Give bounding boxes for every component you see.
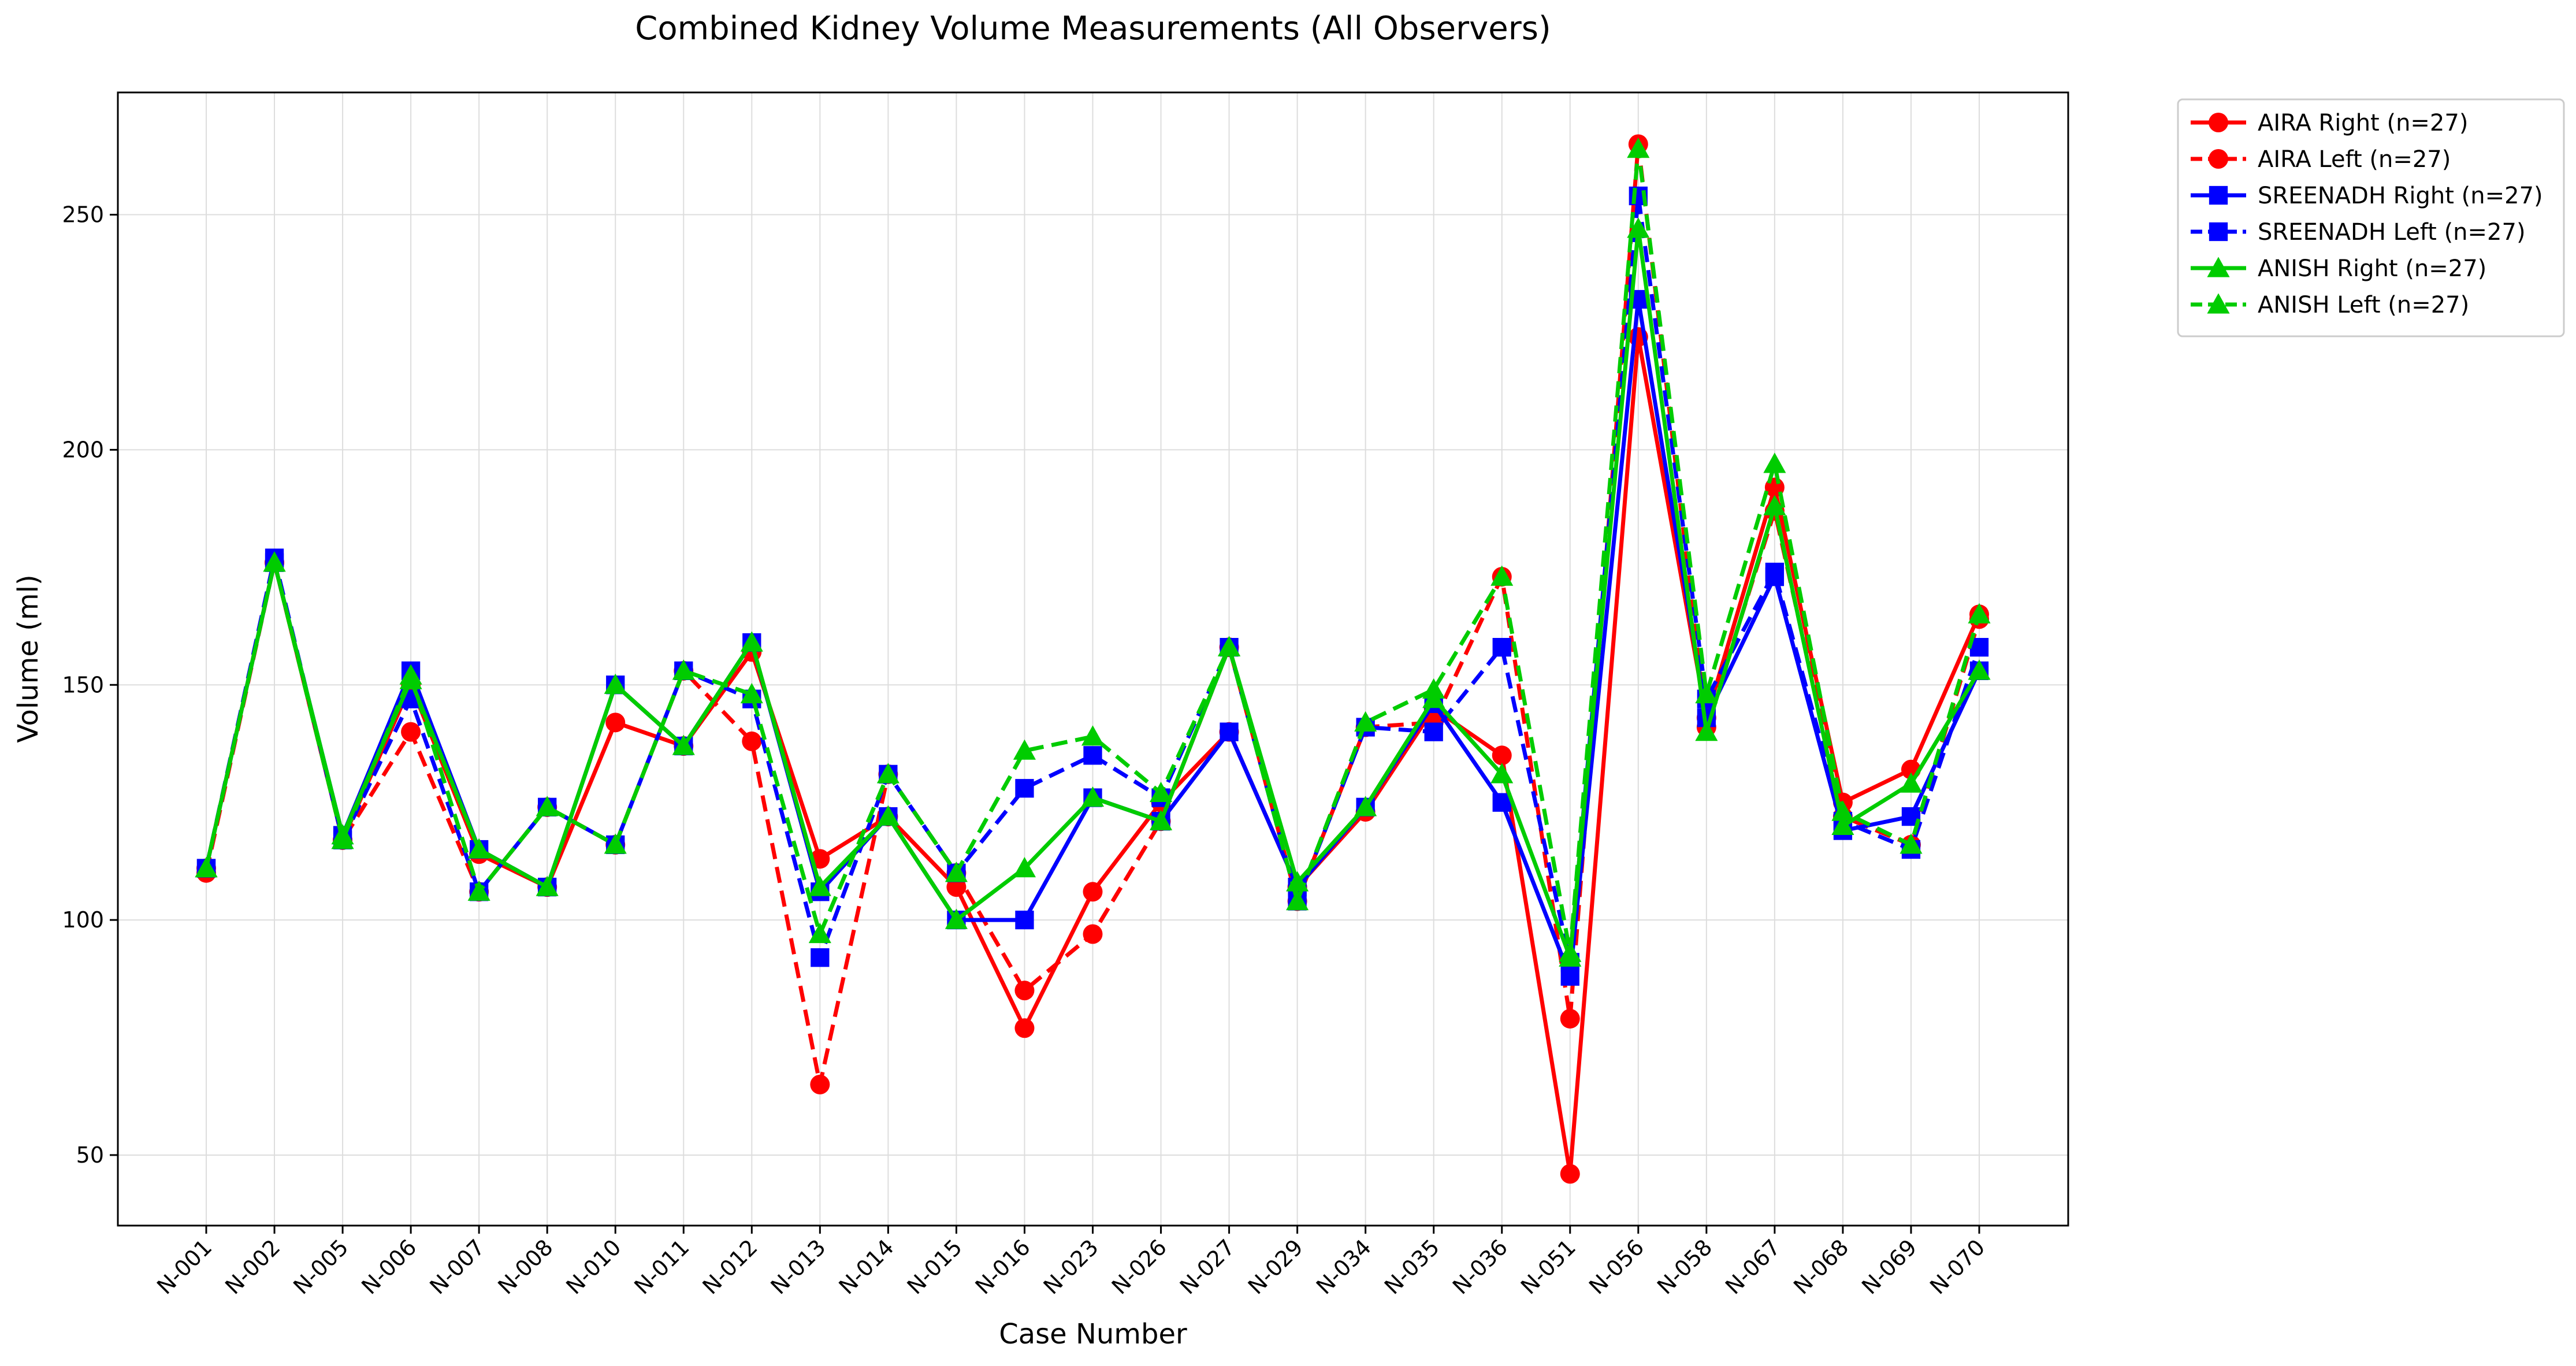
y-tick-label: 200 [62, 437, 104, 462]
data-point [401, 722, 421, 742]
data-point [1968, 603, 1991, 623]
legend-label: SREENADH Right (n=27) [2258, 183, 2543, 209]
data-point [876, 805, 899, 826]
data-point [195, 857, 218, 878]
data-point [331, 829, 354, 849]
data-point [1083, 746, 1102, 765]
data-point [1695, 721, 1718, 741]
y-tick-label: 50 [76, 1142, 104, 1168]
x-axis-label: Case Number [999, 1318, 1187, 1350]
data-point [2207, 293, 2230, 314]
y-tick-label: 250 [62, 202, 104, 228]
legend-entry: AIRA Left (n=27) [2191, 146, 2451, 173]
data-point [1424, 722, 1443, 741]
data-point [604, 673, 627, 694]
data-point [2209, 113, 2228, 132]
data-point [536, 875, 559, 896]
grid [118, 92, 2068, 1226]
data-point [399, 664, 422, 685]
data-point [672, 734, 695, 755]
data-point [1354, 711, 1377, 732]
data-point [1422, 678, 1445, 699]
legend-entry: SREENADH Right (n=27) [2191, 183, 2543, 209]
data-point [1560, 1008, 1580, 1029]
data-point [945, 908, 968, 929]
data-point [1490, 763, 1514, 784]
data-point [808, 922, 831, 944]
data-point [1014, 981, 1035, 1001]
data-point [604, 833, 627, 854]
data-point [1220, 722, 1239, 741]
legend-label: ANISH Right (n=27) [2258, 255, 2486, 282]
series-5 [195, 138, 1991, 962]
data-point [1081, 725, 1105, 746]
legend-label: AIRA Right (n=27) [2258, 110, 2468, 136]
data-point [2209, 149, 2228, 169]
legend-label: AIRA Left (n=27) [2258, 146, 2451, 173]
data-point [467, 838, 490, 859]
data-point [1081, 786, 1105, 807]
data-point [740, 631, 763, 652]
data-point [1015, 910, 1034, 930]
data-point [1083, 882, 1103, 902]
data-point [467, 880, 490, 901]
data-point [1831, 814, 1854, 836]
legend: AIRA Right (n=27) AIRA Left (n=27) SREENAD… [2177, 98, 2565, 337]
series-lines [195, 134, 1991, 1184]
data-point [1013, 857, 1036, 878]
legend-label: ANISH Left (n=27) [2258, 292, 2469, 318]
data-point [1492, 745, 1512, 766]
chart-title: Combined Kidney Volume Measurements (All… [635, 10, 1551, 47]
data-point [1968, 659, 1991, 680]
data-point [742, 731, 762, 751]
data-point [1627, 217, 1650, 238]
data-point [1900, 772, 1923, 793]
data-point [1218, 636, 1241, 656]
data-point [1149, 810, 1173, 830]
data-point [263, 551, 286, 572]
data-point [1763, 495, 1786, 515]
data-point [1492, 638, 1511, 657]
data-point [1149, 781, 1173, 803]
data-point [1627, 138, 1650, 158]
data-point [945, 862, 968, 882]
y-tick-label: 100 [62, 907, 104, 933]
series-line [204, 147, 1982, 955]
data-point [1765, 562, 1785, 582]
data-point [1763, 452, 1786, 473]
data-point [1013, 739, 1036, 760]
legend-entry: SREENADH Left (n=27) [2191, 219, 2526, 246]
data-point [672, 659, 695, 680]
data-point [1900, 833, 1923, 854]
data-point [536, 796, 559, 816]
data-point [1354, 796, 1377, 816]
data-point [1014, 1018, 1035, 1038]
data-point [605, 712, 626, 733]
legend-label: SREENADH Left (n=27) [2258, 219, 2526, 246]
legend-box [2177, 98, 2565, 337]
data-point [1695, 682, 1718, 704]
data-point [1490, 565, 1514, 586]
data-point [808, 875, 831, 896]
data-point [1015, 779, 1034, 798]
data-point [1559, 941, 1582, 962]
data-point [1560, 1164, 1580, 1184]
data-point [2207, 257, 2230, 277]
data-point [2209, 222, 2228, 242]
data-point [2209, 185, 2228, 205]
data-point [740, 682, 763, 704]
legend-entry: ANISH Left (n=27) [2191, 292, 2469, 318]
data-point [876, 763, 899, 784]
data-point [811, 948, 830, 967]
y-tick-label: 150 [62, 672, 104, 697]
legend-entry: AIRA Right (n=27) [2191, 110, 2468, 136]
data-point [1286, 890, 1309, 911]
y-axis-label: Volume (ml) [12, 574, 44, 743]
legend-entry: ANISH Right (n=27) [2191, 255, 2486, 282]
data-point [1083, 924, 1103, 944]
data-point [810, 1074, 830, 1094]
data-point [1831, 800, 1854, 821]
